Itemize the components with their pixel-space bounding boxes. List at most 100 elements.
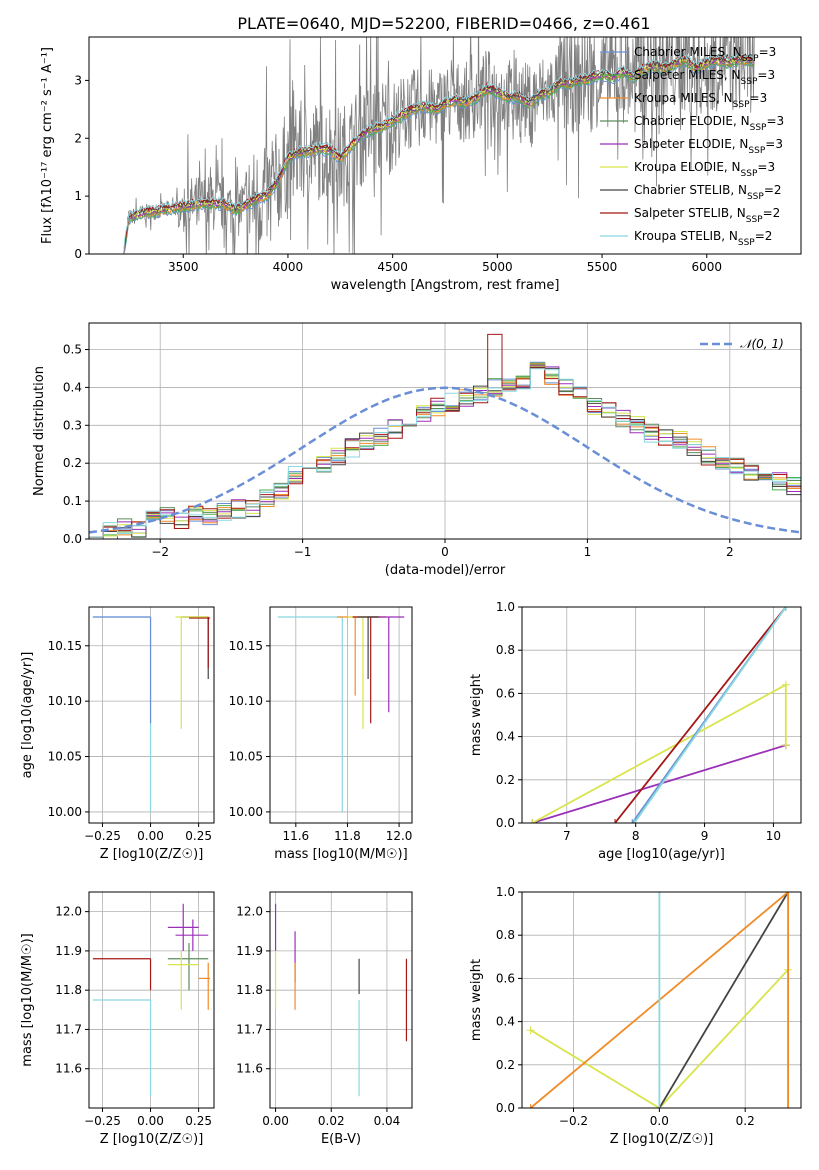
y-tick-label: 0.4 xyxy=(63,380,82,394)
x-tick-label: 2 xyxy=(726,545,734,559)
x-tick-label: 11.6 xyxy=(282,829,309,843)
y-tick-label: 11.9 xyxy=(236,944,263,958)
age_vs_z-frame xyxy=(88,606,215,824)
y-axis-label: age [log10(age/yr)] xyxy=(20,652,35,779)
legend-entry-gauss: 𝒩(0, 1) xyxy=(740,337,784,351)
x-tick-label: 0 xyxy=(441,545,449,559)
legend-entry-main: Kroupa STELIB, N xyxy=(634,229,738,243)
legend-entry-sub: SSP xyxy=(747,192,764,202)
legend-entry: Kroupa STELIB, NSSP=2 xyxy=(634,229,772,248)
x-tick-label: 0.00 xyxy=(262,1114,289,1128)
x-axis-label: Z [log10(Z/Z☉)] xyxy=(100,847,204,862)
x-tick-label: 5000 xyxy=(482,260,513,274)
y-tick-label: 1.0 xyxy=(496,600,515,614)
mass_vs_ebv-frame xyxy=(269,891,413,1109)
y-tick-label: 12.0 xyxy=(236,905,263,919)
x-tick-label: −2 xyxy=(151,545,169,559)
legend-entry: Salpeter STELIB, NSSP=2 xyxy=(634,206,780,225)
y-axis-label: mass weight xyxy=(469,674,484,756)
x-tick-label: −1 xyxy=(294,545,312,559)
model-spectrum-kroupa-elodie xyxy=(123,55,755,254)
x-tick-label: −0.2 xyxy=(559,1114,588,1128)
y-tick-label: 0.2 xyxy=(496,773,515,787)
legend-entry: Salpeter MILES, NSSP=3 xyxy=(634,68,775,87)
legend-entry-main: Chabrier MILES, N xyxy=(634,45,742,59)
x-axis-label: Z [log10(Z/Z☉)] xyxy=(100,1132,204,1147)
model-spectrum-salpeter-miles xyxy=(123,60,755,254)
x-tick-label: 6000 xyxy=(691,260,722,274)
y-tick-label: 0.3 xyxy=(63,418,82,432)
legend-entry-sub: SSP xyxy=(741,77,758,87)
y-tick-label: 11.8 xyxy=(55,983,82,997)
legend-entry-tail: =3 xyxy=(757,160,775,174)
y-tick-label: 0.2 xyxy=(63,456,82,470)
weight-marker xyxy=(781,741,790,750)
weight-marker xyxy=(628,819,637,823)
weight-marker xyxy=(526,1026,535,1035)
legend-entry-main: Salpeter STELIB, N xyxy=(634,206,746,220)
y-tick-label: 0.8 xyxy=(496,928,515,942)
y-tick-label: 10.00 xyxy=(229,805,263,819)
age_vs_mass-panel: 11.6 11.8 12.0 10.00 10.05 10.10 10.15 mass [lo… xyxy=(229,606,413,862)
legend-entry-main: Kroupa ELODIE, N xyxy=(634,160,741,174)
age_vs_z-panel: −0.25 0.00 0.25 10.00 10.05 10.10 10.15 Z [log1… xyxy=(20,606,215,862)
weight-line-kroupa-stelib xyxy=(633,607,787,823)
y-tick-label: 0 xyxy=(74,247,82,261)
x-tick-label: 8 xyxy=(632,829,640,843)
legend-entry-tail: =3 xyxy=(766,114,784,128)
x-tick-label: 0.0 xyxy=(650,1114,669,1128)
legend-entry: Kroupa ELODIE, NSSP=3 xyxy=(634,160,775,179)
y-tick-label: 0.0 xyxy=(496,1101,515,1115)
observed-spectrum-line xyxy=(123,37,755,254)
model-spectrum-salpeter-elodie xyxy=(123,56,755,254)
y-tick-label: 1.0 xyxy=(496,885,515,899)
y-tick-label: 10.10 xyxy=(229,694,263,708)
legend-entry: Chabrier ELODIE, NSSP=3 xyxy=(634,114,784,133)
age_vs_mass-frame xyxy=(269,606,413,824)
y-tick-label: 0.6 xyxy=(496,971,515,985)
y-tick-label: 0.8 xyxy=(496,643,515,657)
x-tick-label: 0.2 xyxy=(736,1114,755,1128)
legend-entry-tail: =3 xyxy=(750,91,768,105)
y-tick-label: 10.10 xyxy=(48,694,82,708)
legend-entry-tail: =2 xyxy=(755,229,773,243)
y-tick-label: 10.15 xyxy=(229,639,263,653)
weight-line-salpeter-stelib xyxy=(614,607,787,823)
weight-marker xyxy=(781,680,790,689)
weight-marker xyxy=(784,892,793,896)
y-tick-label: 11.7 xyxy=(55,1022,82,1036)
y-tick-label: 11.7 xyxy=(236,1022,263,1036)
legend-entry-main: Chabrier STELIB, N xyxy=(634,183,747,197)
y-tick-label: 2 xyxy=(74,131,82,145)
x-tick-label: 0.04 xyxy=(374,1114,401,1128)
legend-entry-sub: SSP xyxy=(750,123,767,133)
legend-entry-tail: =2 xyxy=(764,183,782,197)
legend-entry-sub: SSP xyxy=(741,169,758,179)
y-tick-label: 0.6 xyxy=(496,686,515,700)
y-axis-label: mass [log10(M/M☉)] xyxy=(20,933,35,1066)
y-tick-label: 11.9 xyxy=(55,944,82,958)
mass_vs_ebv-plot-area xyxy=(274,903,408,1097)
x-axis-label: Z [log10(Z/Z☉)] xyxy=(610,1132,714,1147)
y-tick-label: 10.00 xyxy=(48,805,82,819)
model-spectrum-chabrier-stelib xyxy=(123,55,755,254)
x-tick-label: −0.25 xyxy=(84,1114,121,1128)
x-tick-label: 0.00 xyxy=(137,1114,164,1128)
y-axis-label: Normed distribution xyxy=(32,366,47,496)
y-tick-label: 0.0 xyxy=(496,816,515,830)
x-tick-label: 11.8 xyxy=(334,829,361,843)
weight_vs_z-panel: −0.2 0.0 0.2 0.0 0.2 0.4 0.6 0.8 1.0 Z [log10(Z/Z… xyxy=(469,885,802,1147)
legend-entry: Kroupa MILES, NSSP=3 xyxy=(634,91,767,110)
x-tick-label: 0.25 xyxy=(185,829,212,843)
x-tick-label: 0.00 xyxy=(137,829,164,843)
y-tick-label: 10.05 xyxy=(229,750,263,764)
weight-marker xyxy=(655,1104,664,1108)
weight-marker xyxy=(655,892,664,896)
legend-entry: Chabrier MILES, NSSP=3 xyxy=(634,45,776,64)
legend-entry-sub: SSP xyxy=(733,100,750,110)
legend-entry: Salpeter ELODIE, NSSP=3 xyxy=(634,137,783,156)
x-axis-label: age [log10(age/yr)] xyxy=(598,847,725,862)
x-axis-label: E(B-V) xyxy=(321,1132,361,1147)
y-tick-label: 0.4 xyxy=(496,730,515,744)
